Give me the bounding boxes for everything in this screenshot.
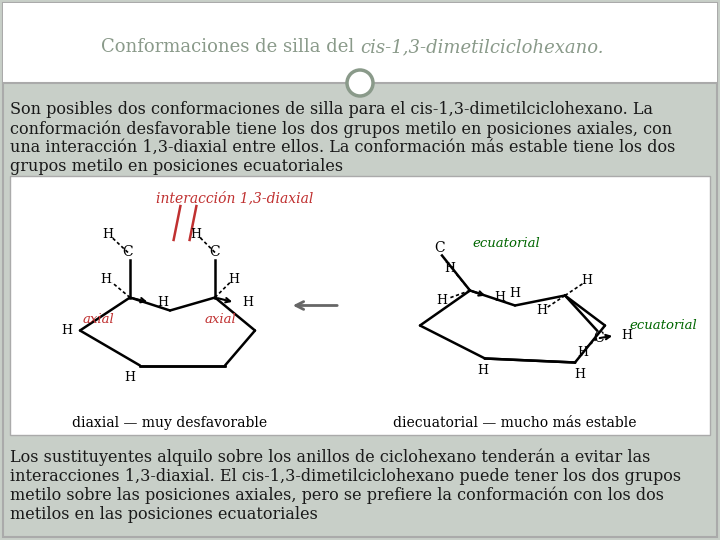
Text: ecuatorial: ecuatorial [629, 319, 697, 332]
Text: H: H [228, 273, 240, 286]
Text: Son posibles dos conformaciones de silla para el cis-1,3-dimetilciclohexano. La: Son posibles dos conformaciones de silla… [10, 101, 653, 118]
Text: H: H [444, 262, 456, 275]
Text: H: H [510, 287, 521, 300]
Text: C: C [594, 332, 604, 346]
Text: H: H [577, 346, 588, 359]
Text: conformación desfavorable tiene los dos grupos metilo en posiciones axiales, con: conformación desfavorable tiene los dos … [10, 120, 672, 138]
Text: metilos en las posiciones ecuatoriales: metilos en las posiciones ecuatoriales [10, 506, 318, 523]
Text: cis-1,3-dimetilciclohexano.: cis-1,3-dimetilciclohexano. [360, 38, 603, 56]
Text: H: H [101, 273, 112, 286]
Text: diaxial — muy desfavorable: diaxial — muy desfavorable [73, 416, 268, 430]
Text: C: C [435, 240, 445, 254]
Text: H: H [191, 228, 202, 241]
Text: H: H [582, 274, 593, 287]
Text: H: H [102, 228, 114, 241]
Text: ecuatorial: ecuatorial [472, 237, 540, 250]
Text: H: H [124, 371, 135, 384]
Text: diecuatorial — mucho más estable: diecuatorial — mucho más estable [393, 416, 636, 430]
Bar [10, 176, 710, 435]
Text: H: H [494, 291, 505, 304]
Text: H: H [157, 296, 168, 309]
Text: H: H [477, 364, 488, 377]
Text: C: C [122, 246, 133, 260]
Text: H: H [621, 329, 632, 342]
Text: interacciones 1,3-diaxial. El cis-1,3-dimetilciclohexano puede tener los dos gru: interacciones 1,3-diaxial. El cis-1,3-di… [10, 468, 681, 485]
Text: axial: axial [82, 313, 114, 326]
Bar [3, 3, 717, 83]
Text: H: H [575, 368, 585, 381]
Text: H: H [536, 304, 547, 317]
Text: una interacción 1,3-diaxial entre ellos. La conformación más estable tiene los d: una interacción 1,3-diaxial entre ellos.… [10, 139, 675, 156]
Text: interacción 1,3-diaxial: interacción 1,3-diaxial [156, 191, 314, 205]
Text: H: H [436, 294, 448, 307]
Text: H: H [242, 296, 253, 309]
Text: metilo sobre las posiciones axiales, pero se prefiere la conformación con los do: metilo sobre las posiciones axiales, per… [10, 487, 664, 504]
Circle shape [347, 70, 373, 96]
Text: axial: axial [204, 313, 236, 326]
Text: Conformaciones de silla del: Conformaciones de silla del [101, 38, 360, 56]
Text: C: C [210, 246, 220, 260]
Text: grupos metilo en posiciones ecuatoriales: grupos metilo en posiciones ecuatoriales [10, 158, 343, 175]
Text: H: H [61, 324, 72, 337]
Text: Los sustituyentes alquilo sobre los anillos de ciclohexano tenderán a evitar las: Los sustituyentes alquilo sobre los anil… [10, 449, 650, 467]
